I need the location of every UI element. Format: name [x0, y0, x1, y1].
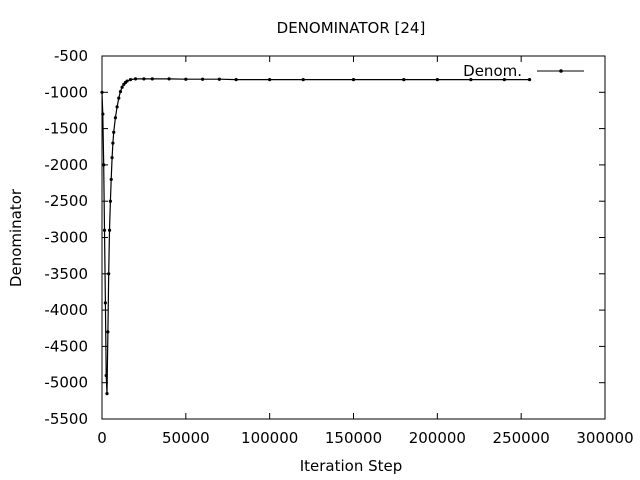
data-point	[120, 85, 124, 89]
data-point	[107, 272, 111, 276]
x-tick-label: 0	[97, 429, 107, 447]
data-point	[125, 79, 129, 83]
plot-frame	[101, 55, 606, 420]
data-point	[109, 177, 113, 182]
data-point	[301, 77, 305, 82]
data-point	[268, 77, 272, 82]
series-layer	[100, 77, 532, 396]
data-point	[105, 391, 109, 396]
data-point	[107, 228, 112, 232]
data-point	[527, 77, 532, 82]
y-tick-label: -4000	[44, 301, 88, 319]
x-tick-label: 150000	[325, 429, 382, 447]
data-point	[502, 77, 506, 82]
y-tick-label: -4500	[44, 337, 88, 355]
data-point	[111, 141, 115, 145]
x-axis-title: Iteration Step	[300, 457, 403, 475]
data-point	[184, 77, 188, 81]
data-point	[110, 156, 114, 160]
data-point	[100, 90, 104, 94]
data-point	[201, 77, 205, 81]
data-point	[113, 116, 118, 120]
data-point	[217, 77, 221, 81]
data-point	[128, 77, 133, 82]
data-point	[351, 77, 356, 82]
data-point	[103, 301, 107, 305]
data-point	[469, 77, 473, 82]
y-tick-label: -2500	[44, 192, 88, 210]
data-point	[402, 77, 406, 82]
y-tick-label: -2000	[44, 156, 88, 174]
y-tick-label: -3000	[44, 229, 88, 247]
series-line	[101, 78, 530, 394]
y-tick-label: -1500	[44, 120, 88, 138]
data-point	[112, 130, 116, 134]
x-tick-label: 300000	[576, 429, 633, 447]
data-point	[104, 373, 108, 378]
y-tick-label: -5000	[44, 374, 88, 392]
x-tick-label: 50000	[162, 429, 210, 447]
x-tick-label: 100000	[241, 429, 298, 447]
data-point	[133, 77, 138, 81]
data-point	[102, 228, 107, 232]
x-axis: 0 50000 100000 150000 200000 250000 300000	[97, 56, 634, 447]
legend: Denom.	[463, 62, 584, 80]
y-axis: -5500 -5000 -4500 -4000 -3500 -3000 -2500 -2000…	[44, 47, 605, 428]
chart-title: DENOMINATOR [24]	[277, 19, 426, 37]
x-tick-label: 200000	[409, 429, 466, 447]
y-tick-label: -3500	[44, 265, 88, 283]
data-point	[118, 89, 123, 94]
y-tick-label: -1000	[44, 83, 88, 101]
data-point	[117, 96, 121, 100]
data-point	[101, 112, 105, 116]
data-point	[142, 77, 146, 81]
legend-marker-sample	[559, 69, 563, 73]
y-tick-label: -5500	[44, 410, 88, 428]
data-point	[102, 163, 106, 167]
y-axis-title: Denominator	[7, 188, 25, 287]
data-point	[167, 77, 171, 81]
legend-label: Denom.	[463, 62, 522, 80]
data-point	[115, 105, 119, 109]
y-tick-label: -500	[54, 47, 88, 65]
x-tick-label: 250000	[493, 429, 550, 447]
data-point	[150, 77, 154, 81]
data-point	[234, 77, 238, 82]
data-point	[435, 77, 439, 82]
data-point	[106, 330, 110, 334]
data-point	[108, 199, 112, 203]
